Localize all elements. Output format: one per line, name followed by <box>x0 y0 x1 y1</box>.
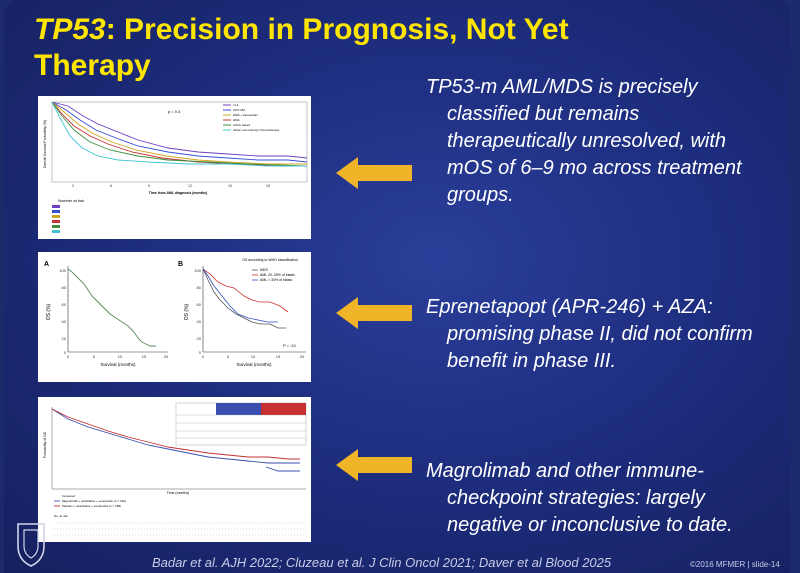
svg-text:HMA + Venetoclax: HMA + Venetoclax <box>233 113 258 117</box>
fig3-legend: Censored Magrolimab + azacitidine + vene… <box>54 494 126 508</box>
svg-text:80: 80 <box>62 285 67 290</box>
fig2-label-a: A <box>44 261 49 268</box>
svg-text:15: 15 <box>228 184 232 188</box>
svg-text:60: 60 <box>62 302 67 307</box>
svg-text:10: 10 <box>118 354 123 359</box>
svg-text:40: 40 <box>62 319 67 324</box>
fig2a-xticks: 0 5 10 15 20 <box>67 354 169 359</box>
arrow-left-icon <box>336 297 412 329</box>
fig2-label-b: B <box>178 261 183 268</box>
fig2a-curve <box>67 268 156 347</box>
fig2b-curve-mds <box>202 268 286 329</box>
mayo-clinic-logo <box>17 523 45 567</box>
fig2b-curve-aml2030 <box>202 268 289 313</box>
svg-text:20: 20 <box>164 354 169 359</box>
fig2b-legend-title: OS according to WHO classification <box>242 258 297 262</box>
fig1-curve-4 <box>51 101 307 167</box>
bullet-magrolimab: Magrolimab and other immune- checkpoint … <box>426 460 733 536</box>
magrolimab-figure: Probability of OS Censored Magrolimab + … <box>38 397 311 542</box>
fig2b-curve-aml30 <box>202 268 278 323</box>
fig1-curve-2 <box>51 101 308 163</box>
svg-text:100: 100 <box>194 268 201 273</box>
svg-text:MDS: MDS <box>260 268 268 272</box>
arrow-left-icon <box>336 157 412 189</box>
svg-text:10: 10 <box>251 354 256 359</box>
fig1-curve-5 <box>51 101 308 167</box>
svg-text:Other Low intensity Chemothera: Other Low intensity Chemotherapy <box>233 128 280 132</box>
fig1-xticks: 3 6 9 12 15 18 <box>72 184 270 188</box>
slide-title: TP53: Precision in Prognosis, Not Yet Th… <box>34 12 734 84</box>
fig1-curve-3 <box>51 101 307 165</box>
svg-text:HMA: HMA <box>233 118 240 122</box>
fig2b-yticks: 100 80 60 40 20 0 <box>194 268 201 355</box>
svg-text:15: 15 <box>276 354 281 359</box>
svg-text:0: 0 <box>199 350 202 355</box>
fig1-risk-table <box>52 205 60 233</box>
fig1-legend: 7+3 CPX-351 HMA + Venetoclax HMA LDAC ba… <box>223 103 280 132</box>
svg-text:AML > 30% of blasts: AML > 30% of blasts <box>260 278 292 282</box>
svg-text:15: 15 <box>142 354 147 359</box>
svg-text:12: 12 <box>188 184 192 188</box>
bullet-tp53-classification: TP53-m AML/MDS is precisely classified b… <box>426 76 742 206</box>
fig3-summary-table <box>175 402 307 446</box>
svg-text:LDAC based: LDAC based <box>233 123 250 127</box>
title-gene: TP53 <box>34 13 106 46</box>
svg-text:0: 0 <box>202 354 205 359</box>
svg-text:5: 5 <box>93 354 96 359</box>
svg-text:Magrolimab + azacitidine + ven: Magrolimab + azacitidine + venetoclax (n… <box>62 499 126 503</box>
os-figure-ab: A B OS (%) 100 80 60 40 20 0 0 5 10 15 2… <box>38 252 311 382</box>
km-figure-treatment: Overall Survival Probability (%) p = 0.4… <box>38 96 311 239</box>
fig2a-yticks: 100 80 60 40 20 0 <box>59 268 66 355</box>
fig3-curve-tail <box>265 466 300 472</box>
svg-text:CPX-351: CPX-351 <box>233 108 246 112</box>
svg-text:40: 40 <box>197 319 202 324</box>
slide-footer: ©2016 MFMER | slide-14 <box>690 560 780 569</box>
svg-text:20: 20 <box>197 336 202 341</box>
fig1-curve-6 <box>51 101 307 167</box>
svg-text:18: 18 <box>266 184 270 188</box>
fig1-risk-title: Number at risk <box>58 198 84 203</box>
bullet-eprenetapopt: Eprenetapopt (APR-246) + AZA: promising … <box>426 296 753 372</box>
svg-text:9: 9 <box>148 184 150 188</box>
svg-text:Censored: Censored <box>62 494 75 498</box>
citation: Badar et al. AJH 2022; Cluzeau et al. J … <box>152 555 612 570</box>
svg-text:6: 6 <box>110 184 112 188</box>
fig2a-xlabel: Survival (months) <box>100 362 136 367</box>
svg-text:20: 20 <box>300 354 305 359</box>
svg-text:3: 3 <box>72 184 74 188</box>
fig2a-ylabel: OS (%) <box>46 303 52 320</box>
fig3-curve-placebo <box>51 408 300 460</box>
title-rest: : Precision in Prognosis, Not Yet <box>105 13 569 46</box>
fig1-curve-1 <box>51 101 308 159</box>
fig3-risk-rows <box>54 522 306 536</box>
fig2b-ylabel: OS (%) <box>184 303 190 320</box>
fig1-ylabel: Overall Survival Probability (%) <box>43 120 47 168</box>
fig2b-xlabel: Survival (months) <box>236 362 272 367</box>
svg-text:5: 5 <box>227 354 230 359</box>
fig2b-xticks: 0 5 10 15 20 <box>202 354 305 359</box>
fig2b-legend: MDS AML 20–30% of blasts AML > 30% of bl… <box>252 268 295 282</box>
fig3-xlabel: Time (months) <box>167 491 189 495</box>
svg-text:0: 0 <box>64 350 67 355</box>
svg-text:100: 100 <box>59 268 66 273</box>
svg-text:60: 60 <box>197 302 202 307</box>
svg-text:Placebo + azacitidine + veneto: Placebo + azacitidine + venetoclax (n = … <box>62 504 121 508</box>
fig1-xlabel: Time from AML diagnosis (months) <box>149 191 207 195</box>
fig2b-pvalue: P = .24 <box>283 343 296 348</box>
svg-text:0: 0 <box>67 354 70 359</box>
fig1-pvalue: p = 0.4 <box>168 109 181 114</box>
fig3-risk-title: No. at risk <box>54 514 68 518</box>
slide: TP53: Precision in Prognosis, Not Yet Th… <box>4 0 790 573</box>
fig3-ylabel: Probability of OS <box>43 431 47 458</box>
fig3-curve-magrolimab <box>51 408 300 464</box>
svg-text:AML 20–30% of blasts: AML 20–30% of blasts <box>260 273 295 277</box>
svg-text:20: 20 <box>62 336 67 341</box>
svg-text:7+3: 7+3 <box>233 103 238 107</box>
fig1-axes <box>51 101 308 183</box>
arrow-left-icon <box>336 449 412 481</box>
svg-text:80: 80 <box>197 285 202 290</box>
title-line2: Therapy <box>34 49 151 82</box>
